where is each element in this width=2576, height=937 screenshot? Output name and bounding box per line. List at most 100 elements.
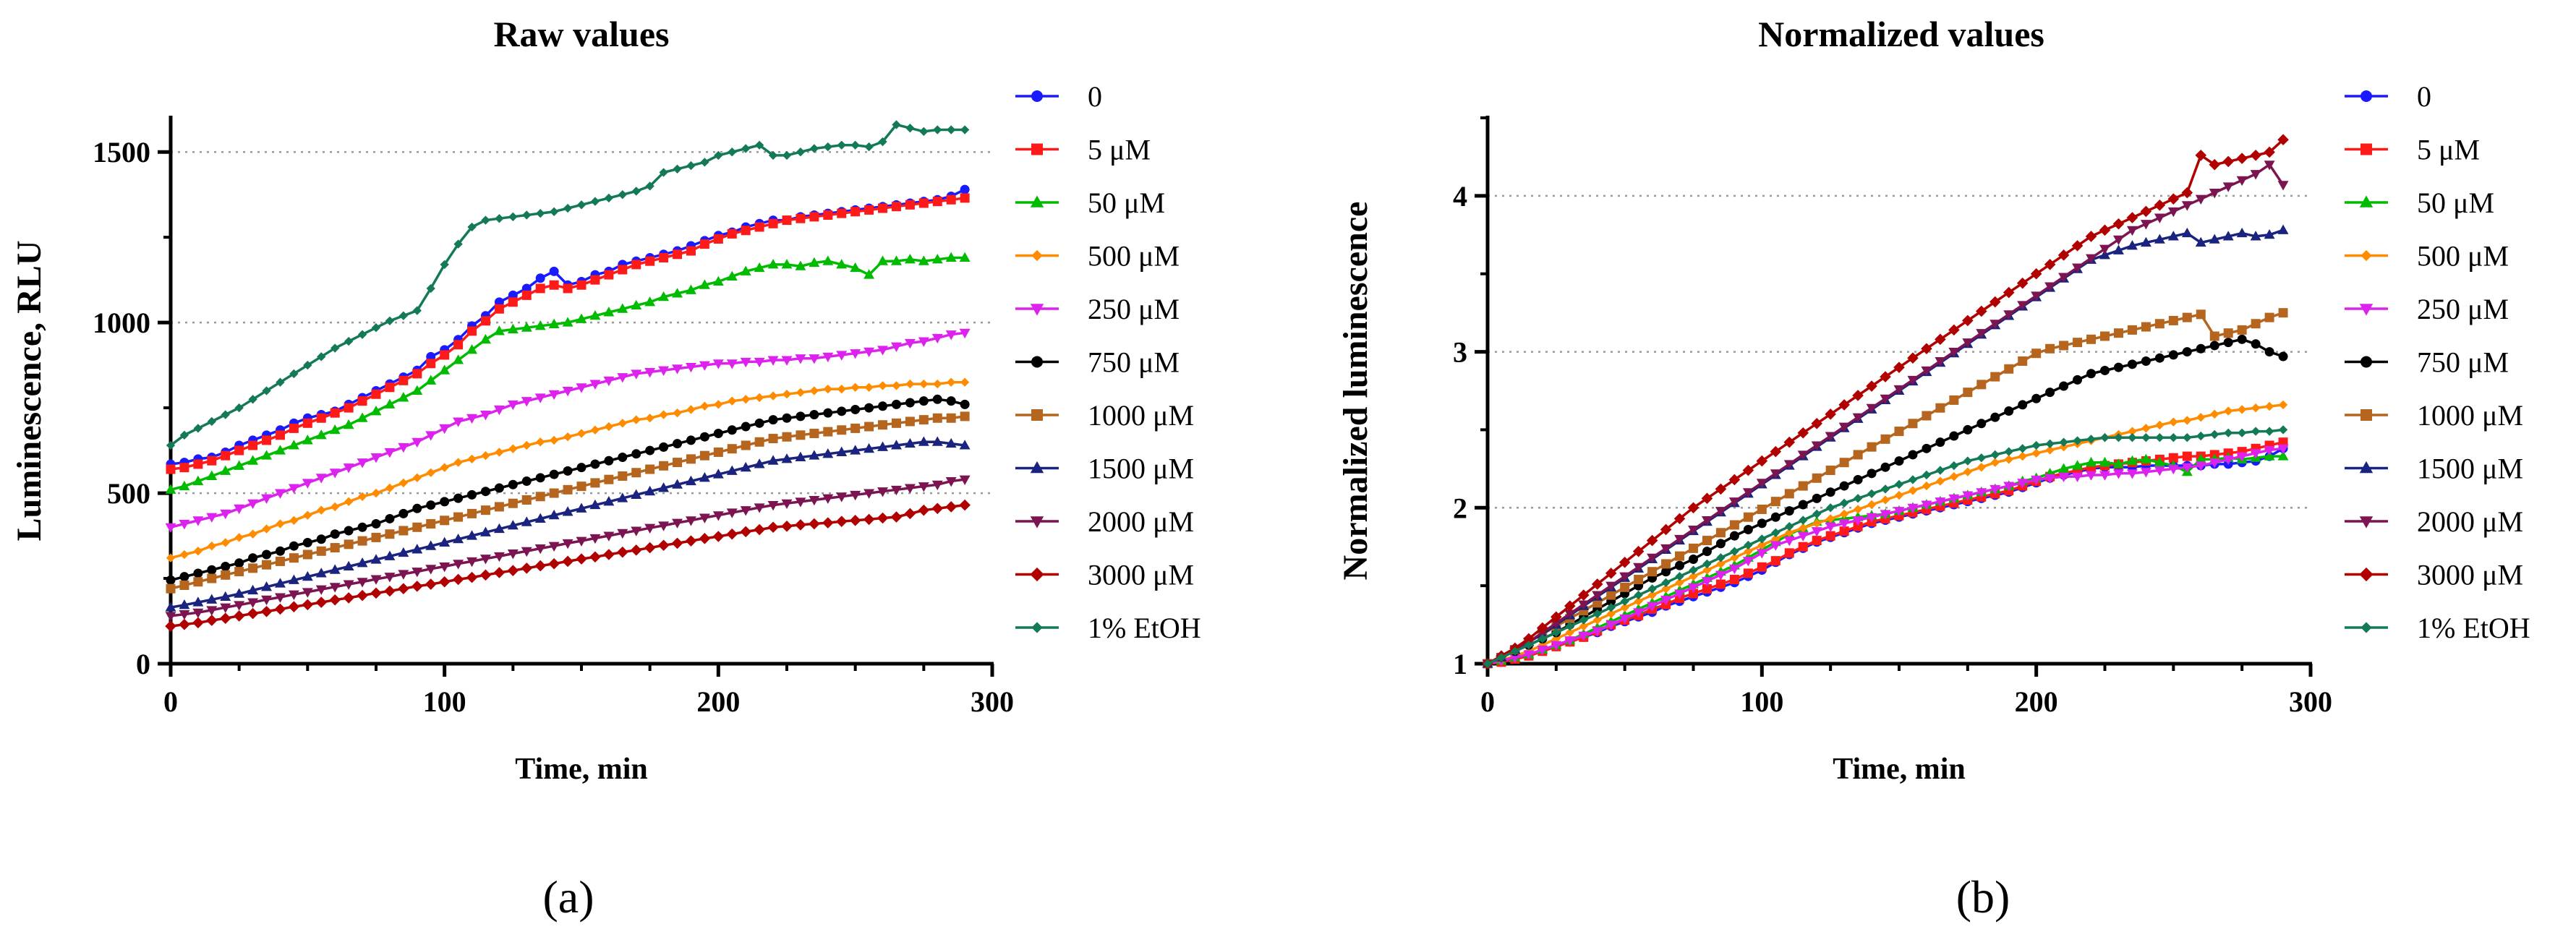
data-point bbox=[2057, 249, 2070, 261]
data-point bbox=[466, 414, 478, 424]
data-point bbox=[2099, 456, 2110, 467]
data-point bbox=[2044, 282, 2056, 292]
legend-label: 1% EtOH bbox=[1088, 612, 1201, 644]
data-point bbox=[2182, 312, 2192, 322]
legend-marker bbox=[1030, 461, 1044, 474]
data-point bbox=[1661, 578, 1671, 588]
data-point bbox=[645, 256, 655, 266]
data-point bbox=[453, 493, 464, 503]
data-point bbox=[1770, 469, 1781, 479]
data-point bbox=[2003, 482, 2015, 492]
data-point bbox=[344, 526, 354, 536]
data-point bbox=[536, 208, 545, 218]
data-point bbox=[877, 255, 889, 265]
data-point bbox=[1785, 528, 1794, 537]
data-point bbox=[2044, 258, 2056, 270]
data-point bbox=[315, 596, 328, 608]
data-point bbox=[782, 150, 792, 161]
data-point bbox=[1921, 366, 1932, 377]
data-point bbox=[959, 475, 971, 485]
legend-label: 2000 μM bbox=[1088, 505, 1194, 538]
data-point bbox=[1715, 539, 1726, 549]
data-point bbox=[754, 140, 764, 150]
data-point bbox=[603, 496, 615, 506]
data-point bbox=[1976, 488, 1987, 498]
data-point bbox=[2237, 325, 2247, 335]
data-point bbox=[2264, 445, 2275, 456]
data-point bbox=[2167, 464, 2179, 475]
data-point bbox=[2126, 469, 2138, 479]
data-point bbox=[823, 142, 832, 152]
data-point bbox=[234, 601, 245, 611]
data-point bbox=[945, 330, 957, 341]
data-point bbox=[576, 536, 587, 547]
legend-entry: 0 bbox=[1015, 80, 1102, 113]
data-point bbox=[453, 560, 464, 570]
data-point bbox=[754, 523, 765, 536]
data-point bbox=[221, 570, 231, 580]
data-point bbox=[1592, 609, 1602, 619]
data-point bbox=[1743, 512, 1753, 522]
data-point bbox=[932, 394, 942, 404]
data-point bbox=[1634, 590, 1643, 600]
data-point bbox=[659, 168, 668, 177]
legend-entry: 750 μM bbox=[2345, 346, 2509, 379]
legend-entry: 50 μM bbox=[2345, 187, 2494, 219]
data-point bbox=[1893, 385, 1905, 395]
data-point bbox=[726, 465, 738, 475]
data-point bbox=[440, 515, 450, 526]
data-point bbox=[548, 542, 560, 552]
data-point bbox=[1783, 436, 1796, 448]
data-point bbox=[2155, 433, 2165, 442]
data-point bbox=[809, 257, 820, 268]
data-point bbox=[1894, 456, 1904, 466]
data-point bbox=[179, 610, 190, 620]
data-point bbox=[467, 222, 477, 232]
data-point bbox=[303, 360, 312, 370]
data-point bbox=[1743, 568, 1753, 578]
data-point bbox=[274, 489, 286, 499]
data-point bbox=[726, 528, 738, 540]
data-point bbox=[384, 585, 396, 597]
data-point bbox=[959, 499, 971, 511]
data-point bbox=[1852, 390, 1864, 401]
data-point bbox=[947, 377, 956, 387]
data-point bbox=[493, 552, 505, 562]
data-point bbox=[945, 437, 957, 448]
data-point bbox=[193, 577, 203, 587]
x-axis-title: Time, min bbox=[1833, 753, 1966, 786]
data-point bbox=[2209, 158, 2221, 171]
data-point bbox=[2264, 401, 2274, 411]
data-point bbox=[1578, 631, 1590, 641]
data-point bbox=[1606, 590, 1616, 600]
data-point bbox=[754, 222, 764, 232]
data-point bbox=[274, 593, 286, 603]
data-point bbox=[329, 583, 341, 593]
data-point bbox=[822, 517, 834, 529]
data-point bbox=[617, 373, 628, 383]
data-point bbox=[549, 266, 559, 276]
data-point bbox=[1606, 609, 1616, 619]
legend-marker bbox=[1030, 304, 1044, 316]
data-point bbox=[1660, 596, 1672, 606]
data-point bbox=[495, 214, 504, 223]
data-point bbox=[2277, 134, 2289, 145]
data-point bbox=[2264, 312, 2274, 322]
data-point bbox=[1784, 506, 1794, 516]
data-point bbox=[1935, 403, 1945, 413]
data-point bbox=[521, 495, 532, 505]
data-point bbox=[1620, 603, 1629, 612]
data-point bbox=[863, 513, 875, 526]
legend-entry: 5 μM bbox=[2345, 134, 2480, 166]
data-point bbox=[2031, 291, 2042, 301]
data-point bbox=[1770, 556, 1780, 566]
data-point bbox=[767, 455, 779, 465]
data-point bbox=[699, 239, 709, 249]
data-point bbox=[412, 522, 422, 532]
data-point bbox=[2126, 455, 2138, 466]
data-point bbox=[466, 557, 478, 568]
data-point bbox=[1963, 456, 1973, 466]
data-point bbox=[493, 523, 505, 534]
data-point bbox=[165, 612, 176, 622]
data-point bbox=[617, 492, 628, 502]
